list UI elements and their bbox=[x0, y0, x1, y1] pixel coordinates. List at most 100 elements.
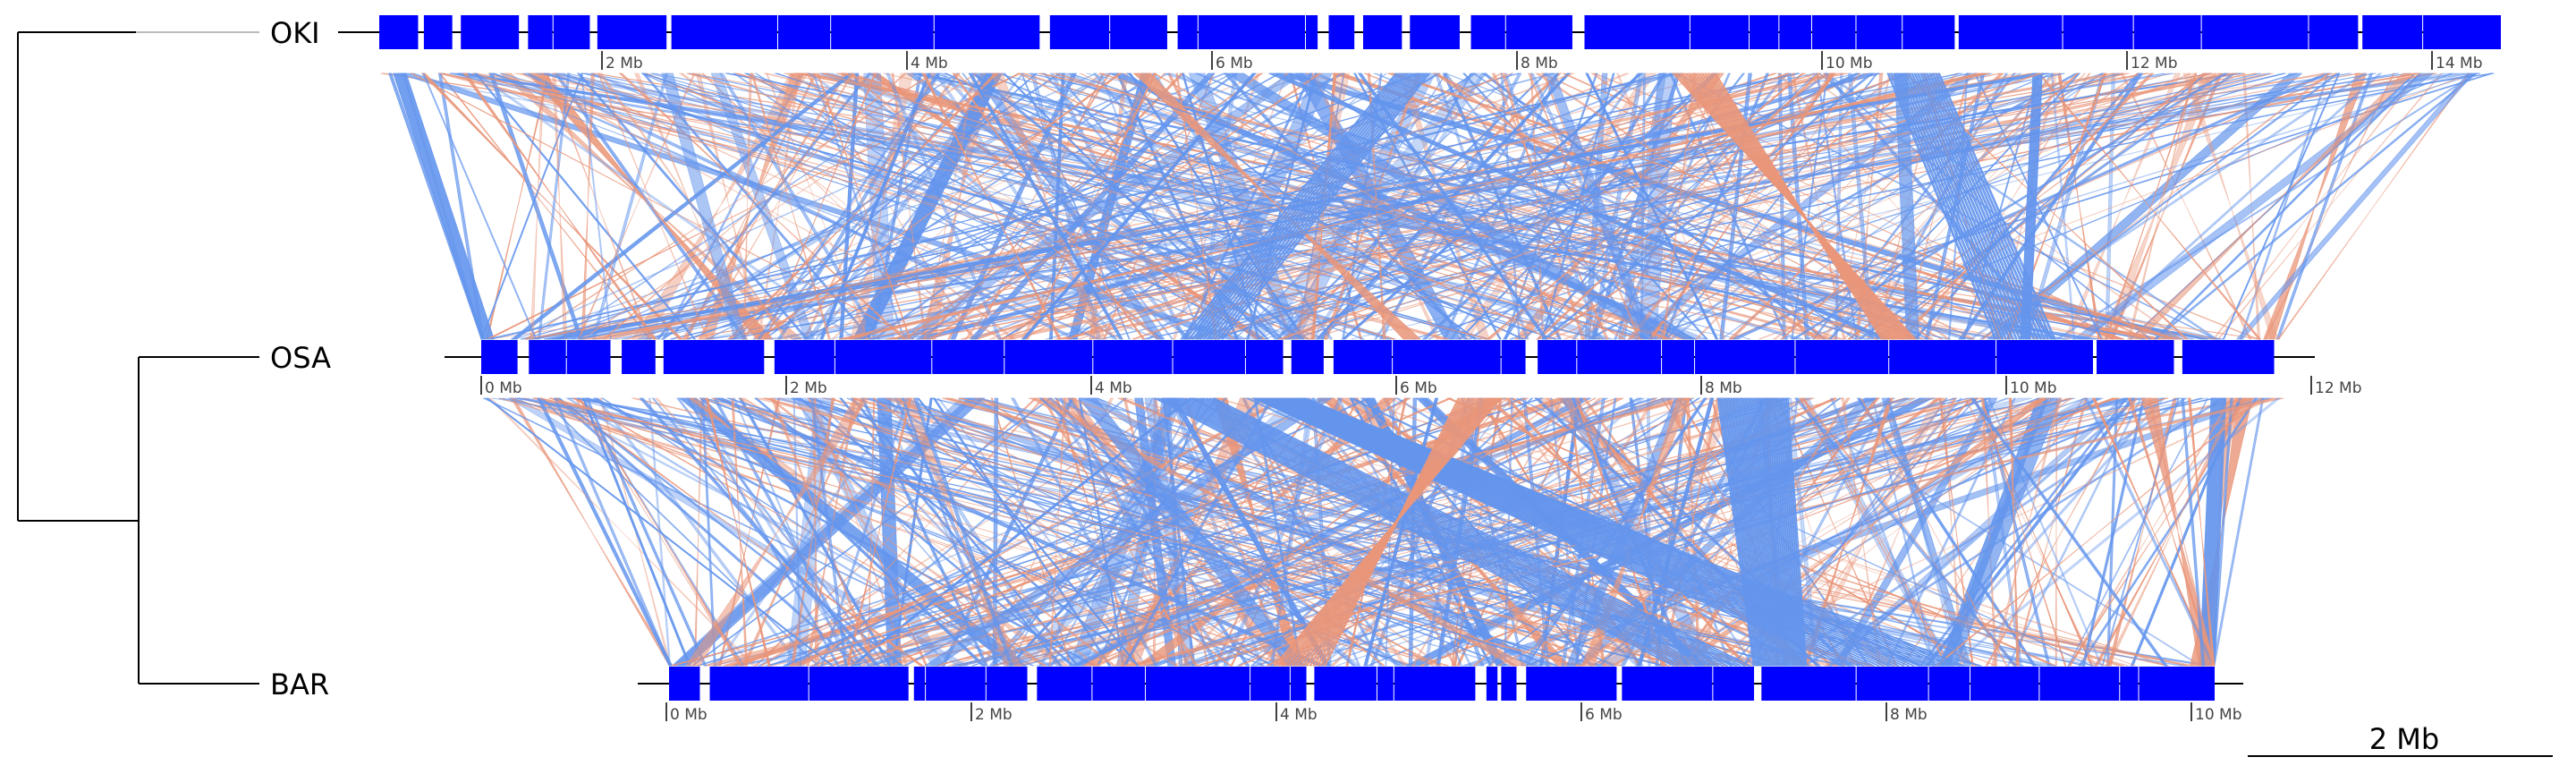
synteny-ribbon-osa-bar-forward bbox=[1515, 397, 2092, 667]
synteny-ribbon-osa-bar-forward bbox=[1970, 397, 2168, 667]
synteny-ribbon-oki-osa-inverted bbox=[1079, 72, 1670, 340]
synteny-ribbon-oki-osa-inverted bbox=[1066, 72, 1790, 340]
synteny-ribbon-oki-osa-bundle bbox=[1898, 72, 2012, 340]
synteny-ribbon-osa-bar-bundle bbox=[1206, 397, 1742, 667]
synteny-ribbon-osa-bar-inverted bbox=[1217, 397, 2108, 667]
synteny-block-osa bbox=[1501, 340, 1526, 374]
synteny-ribbon-osa-bar-inverted bbox=[1860, 397, 2008, 667]
synteny-block-oki bbox=[423, 15, 453, 49]
synteny-ribbon-oki-osa-bundle bbox=[1206, 72, 1419, 340]
synteny-ribbon-osa-bar-bundle bbox=[1184, 397, 1716, 667]
synteny-block-bar bbox=[1146, 667, 1250, 701]
synteny-ribbon-osa-bar-forward bbox=[1982, 397, 2051, 667]
synteny-block-oki bbox=[1470, 15, 1505, 49]
synteny-ribbon-oki-osa-inverted bbox=[1018, 72, 1551, 340]
synteny-ribbon-osa-bar-bundle bbox=[1181, 397, 1711, 667]
synteny-ribbon-oki-osa-forward bbox=[643, 72, 1365, 340]
synteny-block-bar bbox=[1290, 667, 1307, 701]
synteny-ribbon-osa-bar-bundle bbox=[1164, 397, 1689, 667]
synteny-ribbon-osa-bar-bundle bbox=[1292, 397, 1940, 667]
synteny-block-bar bbox=[2039, 667, 2120, 701]
synteny-block-osa bbox=[1093, 340, 1173, 374]
synteny-block-bar bbox=[1377, 667, 1394, 701]
synteny-ribbon-oki-osa-forward bbox=[886, 72, 1003, 340]
synteny-block-osa bbox=[481, 340, 518, 374]
synteny-block-oki bbox=[1328, 15, 1355, 49]
synteny-block-bar bbox=[1761, 667, 1856, 701]
axis-tick-label-bar: 2 Mb bbox=[975, 706, 1013, 724]
synteny-ribbon-osa-bar-inverted bbox=[731, 397, 749, 667]
synteny-ribbon-osa-bar-forward bbox=[819, 397, 910, 667]
synteny-ribbon-osa-bar-inverted bbox=[1220, 397, 1408, 667]
synteny-ribbon-osa-bar-bundle bbox=[1153, 397, 1675, 667]
synteny-block-bar bbox=[1713, 667, 1755, 701]
synteny-block-osa bbox=[1333, 340, 1393, 374]
synteny-ribbon-osa-bar-forward bbox=[1058, 397, 1220, 667]
synteny-ribbon-osa-bar-forward bbox=[1987, 397, 2103, 667]
synteny-ribbon-oki-osa-forward bbox=[1545, 72, 1654, 340]
synteny-ribbon-oki-osa-inverted bbox=[2263, 72, 2368, 340]
synteny-block-bar bbox=[926, 667, 986, 701]
axis-tick-label-oki: 10 Mb bbox=[1826, 55, 1873, 72]
synteny-ribbon-osa-bar-inverted bbox=[872, 397, 1233, 667]
synteny-ribbon-oki-osa-forward bbox=[580, 72, 613, 340]
synteny-block-bar bbox=[1037, 667, 1092, 701]
synteny-ribbon-oki-osa-inverted bbox=[597, 72, 789, 340]
axis-tick-label-osa: 4 Mb bbox=[1095, 379, 1132, 397]
axis-tick-label-oki: 12 Mb bbox=[2131, 55, 2178, 72]
synteny-ribbon-oki-osa-inverted bbox=[903, 72, 1264, 340]
synteny-ribbon-oki-osa-forward bbox=[2235, 72, 2475, 340]
synteny-ribbon-osa-bar-forward bbox=[651, 397, 871, 667]
synteny-ribbon-osa-bar-bundle bbox=[1209, 397, 1747, 667]
synteny-ribbon-osa-bar-bundle bbox=[1174, 397, 1702, 667]
synteny-ribbon-osa-bar-inverted bbox=[1184, 397, 2052, 667]
synteny-ribbon-oki-osa-inverted bbox=[928, 72, 1323, 340]
synteny-ribbon-oki-osa-forward bbox=[757, 72, 940, 340]
synteny-block-osa bbox=[1577, 340, 1662, 374]
synteny-block-bar bbox=[1928, 667, 1970, 701]
synteny-block-oki bbox=[1110, 15, 1167, 49]
synteny-ribbon-osa-bar-forward bbox=[1886, 397, 1962, 667]
synteny-ribbon-osa-bar-inverted bbox=[1013, 397, 1816, 667]
synteny-ribbon-oki-osa-inverted bbox=[1627, 72, 1836, 340]
synteny-ribbon-osa-bar-forward bbox=[923, 397, 1334, 667]
synteny-ribbon-oki-osa-bundle bbox=[1922, 72, 2039, 340]
genome-label-oki: OKI bbox=[270, 16, 320, 50]
synteny-ribbon-osa-bar-inverted bbox=[1990, 397, 2063, 667]
synteny-ribbon-oki-osa-inverted bbox=[849, 72, 1575, 340]
synteny-block-oki bbox=[671, 15, 777, 49]
synteny-block-osa bbox=[1004, 340, 1093, 374]
synteny-ribbon-oki-osa-bundle bbox=[1919, 72, 2036, 340]
axis-tick-label-osa: 6 Mb bbox=[1400, 379, 1437, 397]
synteny-ribbon-osa-bar-inverted bbox=[763, 397, 1709, 667]
synteny-block-oki bbox=[1305, 15, 1318, 49]
synteny-ribbon-oki-osa-inverted bbox=[523, 72, 2032, 340]
synteny-block-osa bbox=[1245, 340, 1284, 374]
synteny-ribbon-oki-osa-forward bbox=[1086, 72, 2220, 340]
synteny-block-oki bbox=[2063, 15, 2133, 49]
synteny-block-bar bbox=[1526, 667, 1617, 701]
synteny-block-bar bbox=[1092, 667, 1146, 701]
synteny-ribbon-oki-osa-bundle bbox=[1183, 72, 1402, 340]
synteny-ribbon-oki-osa-forward bbox=[1298, 72, 1695, 340]
synteny-ribbon-osa-bar-bundle bbox=[1299, 397, 1955, 667]
synteny-ribbon-oki-osa-inverted bbox=[954, 72, 1235, 340]
synteny-block-bar bbox=[986, 667, 1028, 701]
synteny-ribbon-osa-bar-inverted bbox=[1934, 397, 2263, 667]
synteny-block-osa bbox=[622, 340, 656, 374]
synteny-ribbon-osa-bar-inverted bbox=[1980, 397, 1998, 667]
synteny-ribbon-oki-osa-forward bbox=[1847, 72, 1874, 340]
synteny-block-osa bbox=[1291, 340, 1324, 374]
synteny-ribbon-oki-osa-inverted bbox=[726, 72, 1513, 340]
synteny-ribbon-osa-bar-forward bbox=[916, 397, 1140, 667]
synteny-ribbon-osa-bar-bundle bbox=[1251, 397, 1845, 667]
synteny-ribbon-oki-osa-inverted bbox=[499, 72, 803, 340]
synteny-block-osa bbox=[663, 340, 765, 374]
synteny-ribbon-osa-bar-inverted bbox=[741, 397, 1335, 667]
synteny-ribbon-osa-bar-forward bbox=[1038, 397, 1357, 667]
synteny-ribbon-osa-bar-forward bbox=[913, 397, 1014, 667]
synteny-ribbon-oki-osa-inverted bbox=[817, 72, 911, 340]
synteny-block-osa bbox=[1889, 340, 1996, 374]
synteny-ribbon-oki-osa-bundle bbox=[1213, 72, 1425, 340]
